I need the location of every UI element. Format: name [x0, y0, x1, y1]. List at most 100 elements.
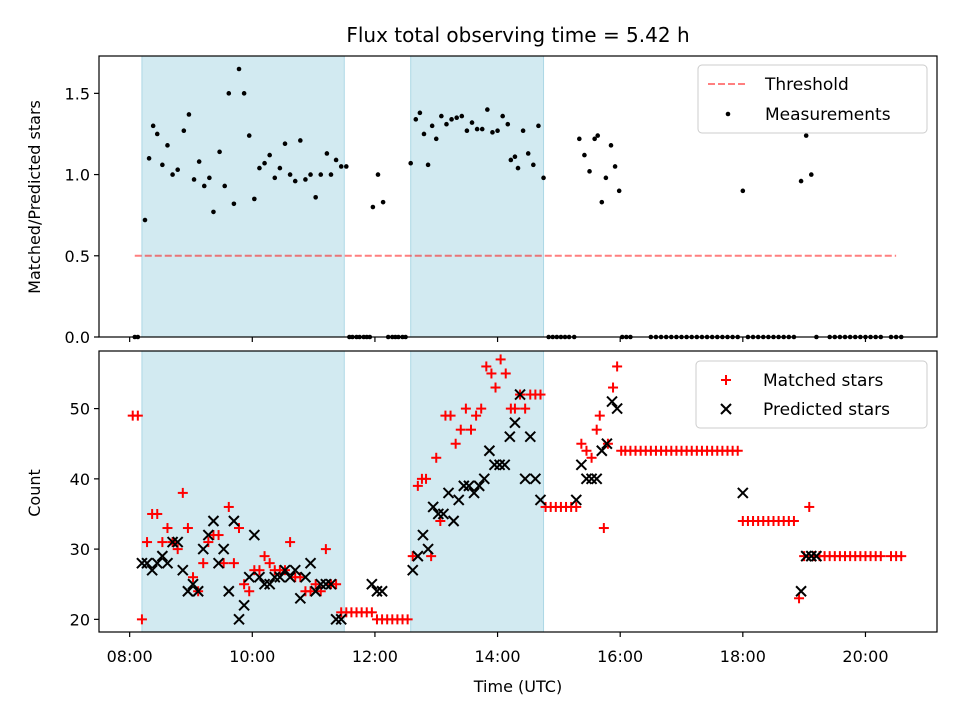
matched-point	[254, 565, 265, 576]
observing-span	[410, 55, 545, 338]
predicted-point	[228, 515, 240, 527]
matched-point	[259, 551, 270, 562]
predicted-point	[376, 585, 388, 597]
measurement-point	[257, 165, 262, 171]
matched-point	[218, 558, 229, 569]
measurement-point	[308, 172, 313, 177]
top-axes-frame	[98, 55, 938, 338]
measurement-point	[490, 130, 495, 135]
matched-point	[804, 501, 815, 512]
measurement-point	[277, 165, 283, 171]
measurement-point	[592, 136, 597, 142]
matched-point	[896, 551, 907, 562]
x-tick-label: 12:00	[352, 647, 398, 666]
predicted-point	[810, 550, 823, 562]
measurement-point	[231, 201, 237, 207]
bottom-x-ticks: 08:00 10:00 12:00 14:00 16:00 18:00 20:00	[107, 632, 889, 666]
predicted-point	[611, 402, 623, 415]
top-observing-spans	[141, 55, 545, 338]
measurement-point	[525, 151, 531, 156]
measurement-point	[375, 172, 381, 177]
predicted-point	[279, 564, 291, 576]
measurement-point	[413, 117, 419, 122]
measurement-point	[417, 110, 423, 116]
predicted-point	[325, 578, 337, 590]
measurement-point	[536, 123, 541, 129]
measurement-point	[508, 157, 514, 163]
predicted-point	[493, 459, 506, 471]
predicted-point	[294, 592, 307, 604]
predicted-point	[478, 473, 490, 485]
measurement-point	[421, 131, 427, 137]
measurement-point	[267, 152, 272, 158]
measurement-point	[469, 120, 475, 125]
predicted-point	[217, 543, 230, 555]
measurement-point	[425, 162, 431, 168]
y-tick-label: 40	[70, 470, 90, 489]
measurement-point	[740, 188, 746, 194]
predicted-points	[136, 388, 823, 626]
top-y-ticks: 0.0 0.5 1.0 1.5	[65, 84, 99, 347]
predicted-legend-label: Predicted stars	[763, 400, 890, 420]
predicted-point	[171, 536, 184, 548]
predicted-point	[447, 515, 460, 527]
measurements-legend-swatch	[725, 111, 731, 117]
predicted-point	[606, 395, 618, 408]
predicted-point	[371, 585, 383, 597]
predicted-point	[570, 494, 582, 506]
predicted-point	[529, 473, 542, 485]
matched-point	[576, 438, 587, 449]
predicted-point	[187, 578, 199, 590]
measurement-point	[479, 126, 485, 132]
predicted-point	[320, 578, 332, 590]
matched-point	[213, 530, 224, 541]
top-x-ticks	[129, 337, 867, 342]
measurement-point	[464, 128, 470, 134]
measurement-point	[603, 175, 609, 181]
matched-point	[455, 424, 466, 435]
predicted-point	[197, 543, 209, 555]
matched-point	[132, 410, 143, 421]
matched-point	[476, 403, 487, 414]
predicted-point	[596, 445, 608, 457]
measurement-point	[191, 177, 197, 182]
matched-point	[331, 579, 342, 590]
predicted-point	[315, 578, 327, 590]
predicted-point	[800, 550, 812, 562]
measurement-point	[298, 138, 303, 143]
predicted-point	[407, 564, 419, 576]
measurement-point	[344, 164, 349, 169]
predicted-point	[223, 585, 235, 597]
measurement-point	[512, 154, 518, 160]
predicted-point	[437, 508, 450, 520]
y-tick-label: 20	[70, 610, 90, 629]
measurement-point	[154, 131, 160, 137]
matched-point	[203, 537, 214, 548]
predicted-point	[207, 515, 220, 527]
matched-point	[228, 558, 239, 569]
matched-point	[431, 452, 442, 463]
predicted-point	[580, 473, 593, 485]
matched-point	[239, 579, 250, 590]
matched-point	[295, 572, 306, 583]
measurement-point	[170, 172, 175, 177]
measurement-point	[612, 164, 618, 169]
y-tick-label: 0.5	[65, 247, 90, 266]
measurement-point	[241, 91, 247, 96]
matched-point	[612, 361, 623, 372]
matched-point	[188, 572, 199, 583]
bottom-legend: Matched stars Predicted stars	[695, 360, 928, 429]
predicted-point	[442, 487, 455, 499]
measurement-point	[201, 183, 207, 189]
bottom-observing-spans	[141, 350, 545, 633]
predicted-point	[504, 430, 516, 443]
matched-point	[586, 452, 597, 463]
matched-point	[320, 544, 331, 555]
predicted-point	[248, 529, 261, 541]
matched-point	[445, 410, 456, 421]
predicted-point	[151, 557, 163, 569]
matched-point	[471, 410, 482, 421]
y-tick-label: 1.0	[65, 166, 90, 185]
top-legend-frame	[697, 64, 928, 134]
